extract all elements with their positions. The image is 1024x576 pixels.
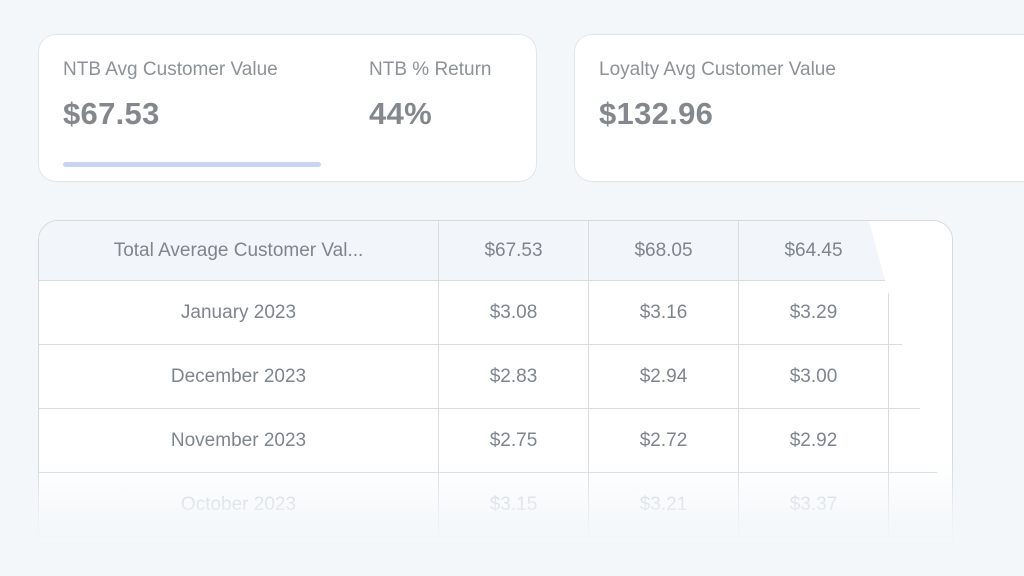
active-tab-underline [63,162,321,167]
row-value-cell: $3.29 [739,281,889,344]
stat-value: 44% [369,96,432,131]
stat-label: NTB Avg Customer Value [63,59,278,80]
table-header-row: Total Average Customer Val... $67.53 $68… [39,221,952,281]
row-value-cell: $3.37 [739,473,889,536]
row-value-cell: $3.15 [439,473,589,536]
stat-label: Loyalty Avg Customer Value [599,59,836,80]
stat-label: NTB % Return [369,59,492,80]
loyalty-stat-card: Loyalty Avg Customer Value $132.96 [574,34,1024,182]
ntb-stat-card: NTB Avg Customer Value $67.53 NTB % Retu… [38,34,537,182]
stat-value: $67.53 [63,96,160,131]
row-label-cell: December 2023 [39,345,439,408]
row-filler [889,281,952,344]
row-value-cell: $3.21 [589,473,739,536]
row-filler [889,409,952,472]
table-header-value-cell: $68.05 [589,221,739,280]
table-row: December 2023 $2.83 $2.94 $3.00 [39,345,952,409]
table-row: October 2023 $3.15 $3.21 $3.37 [39,473,952,537]
table-header-filler [889,221,952,280]
table-row: January 2023 $3.08 $3.16 $3.29 [39,281,952,345]
row-value-cell: $2.72 [589,409,739,472]
row-filler [889,345,952,408]
row-value-cell: $2.94 [589,345,739,408]
row-value-cell: $3.16 [589,281,739,344]
row-filler [889,473,952,536]
stat-loyalty-avg-customer-value: Loyalty Avg Customer Value $132.96 [599,59,836,132]
table-header-label-cell: Total Average Customer Val... [39,221,439,280]
stat-value: $132.96 [599,96,714,131]
row-value-cell: $2.92 [739,409,889,472]
row-label-cell: November 2023 [39,409,439,472]
row-value-cell: $3.00 [739,345,889,408]
table-header-value-cell: $67.53 [439,221,589,280]
row-value-cell: $2.75 [439,409,589,472]
stat-ntb-percent-return[interactable]: NTB % Return 44% [369,59,491,132]
stat-ntb-avg-customer-value[interactable]: NTB Avg Customer Value $67.53 [63,59,278,132]
table-header-value-cell: $64.45 [739,221,889,280]
row-label-cell: October 2023 [39,473,439,536]
metrics-table: Total Average Customer Val... $67.53 $68… [38,220,953,576]
row-value-cell: $2.83 [439,345,589,408]
table-row: November 2023 $2.75 $2.72 $2.92 [39,409,952,473]
row-label-cell: January 2023 [39,281,439,344]
row-value-cell: $3.08 [439,281,589,344]
